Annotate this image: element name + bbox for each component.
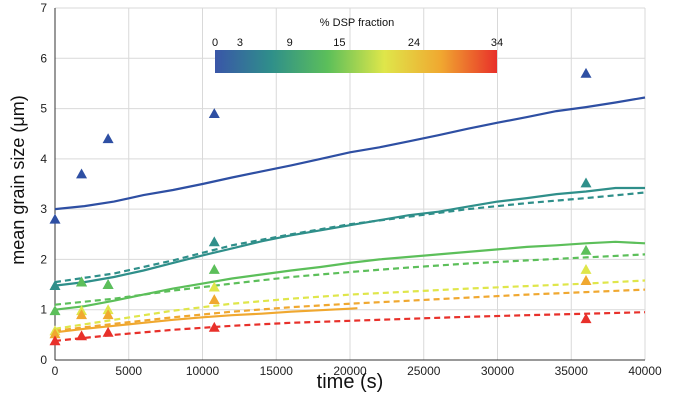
series-2-marker-4 bbox=[580, 244, 592, 255]
series-4-dashed-line bbox=[54, 288, 646, 332]
y-tick-label-5: 5 bbox=[40, 102, 47, 116]
y-tick-label-3: 3 bbox=[40, 202, 47, 216]
series-5-marker-4 bbox=[580, 313, 592, 324]
series-0-marker-1 bbox=[76, 168, 88, 179]
series-4-marker-0 bbox=[49, 328, 61, 339]
series-4-marker-2 bbox=[102, 309, 114, 320]
series-2-marker-0 bbox=[49, 305, 61, 316]
series-layer bbox=[54, 96, 646, 342]
series-2-dashed-line bbox=[54, 253, 646, 306]
colorbar-title: % DSP fraction bbox=[320, 17, 394, 29]
series-0-marker-0 bbox=[49, 213, 61, 224]
series-4-marker-1 bbox=[76, 309, 88, 320]
series-2-solid-line bbox=[54, 240, 646, 311]
axes bbox=[54, 8, 645, 361]
x-tick-label-4: 20000 bbox=[333, 364, 367, 378]
colorbar-tick-3: 15 bbox=[333, 37, 345, 49]
colorbar: % DSP fraction 0 3 9 15 24 34 bbox=[212, 17, 503, 73]
series-5-marker-1 bbox=[76, 330, 88, 341]
x-tick-label-5: 25000 bbox=[407, 364, 441, 378]
x-tick-label-7: 35000 bbox=[555, 364, 589, 378]
x-axis-title: time (s) bbox=[317, 371, 384, 393]
y-tick-labels: 0 1 2 3 4 5 6 7 bbox=[40, 1, 47, 367]
colorbar-tick-5: 34 bbox=[491, 37, 503, 49]
series-5-marker-3 bbox=[208, 321, 220, 332]
series-2-marker-2 bbox=[102, 279, 114, 289]
x-tick-label-6: 30000 bbox=[481, 364, 515, 378]
series-1-marker-4 bbox=[580, 177, 592, 188]
series-5-marker-0 bbox=[49, 335, 61, 346]
series-5-dashed-line bbox=[54, 311, 646, 342]
series-2-marker-3 bbox=[208, 263, 220, 274]
series-5-marker-2 bbox=[102, 326, 114, 337]
series-1-marker-3 bbox=[208, 236, 220, 247]
x-tick-label-3: 15000 bbox=[260, 364, 294, 378]
x-tick-label-1: 5000 bbox=[115, 364, 142, 378]
series-4-marker-3 bbox=[208, 294, 220, 305]
colorbar-tick-0: 0 bbox=[212, 37, 218, 49]
x-tick-label-0: 0 bbox=[52, 364, 59, 378]
markers-layer bbox=[49, 67, 592, 346]
series-0-marker-2 bbox=[102, 133, 114, 144]
colorbar-tick-labels: 0 3 9 15 24 34 bbox=[212, 37, 503, 49]
y-axis-title: mean grain size (μm) bbox=[8, 95, 28, 264]
y-tick-label-7: 7 bbox=[40, 1, 47, 15]
series-4-solid-line bbox=[54, 307, 358, 334]
series-3-marker-2 bbox=[102, 304, 114, 315]
y-tick-label-6: 6 bbox=[40, 51, 47, 65]
series-0-marker-4 bbox=[580, 67, 592, 78]
series-3-dashed-line bbox=[54, 279, 646, 330]
y-tick-label-0: 0 bbox=[40, 353, 47, 367]
y-tick-label-2: 2 bbox=[40, 252, 47, 266]
series-2-marker-1 bbox=[76, 276, 88, 287]
colorbar-gradient bbox=[215, 50, 497, 73]
series-3-marker-4 bbox=[580, 263, 592, 274]
y-tick-label-1: 1 bbox=[40, 303, 47, 317]
series-0-marker-3 bbox=[208, 108, 220, 118]
series-1-solid-line bbox=[54, 186, 645, 287]
series-0-solid-line bbox=[54, 96, 646, 211]
colorbar-tick-1: 3 bbox=[237, 37, 243, 49]
colorbar-tick-2: 9 bbox=[287, 37, 293, 49]
series-1-marker-0 bbox=[49, 280, 61, 290]
x-tick-labels: 0 5000 10000 15000 20000 25000 30000 35000 40000 bbox=[52, 364, 662, 378]
x-tick-label-2: 10000 bbox=[186, 364, 220, 378]
series-3-marker-3 bbox=[208, 281, 220, 292]
colorbar-tick-4: 24 bbox=[408, 37, 420, 49]
x-tick-label-8: 40000 bbox=[628, 364, 662, 378]
series-4-marker-4 bbox=[580, 275, 592, 285]
y-tick-label-4: 4 bbox=[40, 152, 47, 166]
